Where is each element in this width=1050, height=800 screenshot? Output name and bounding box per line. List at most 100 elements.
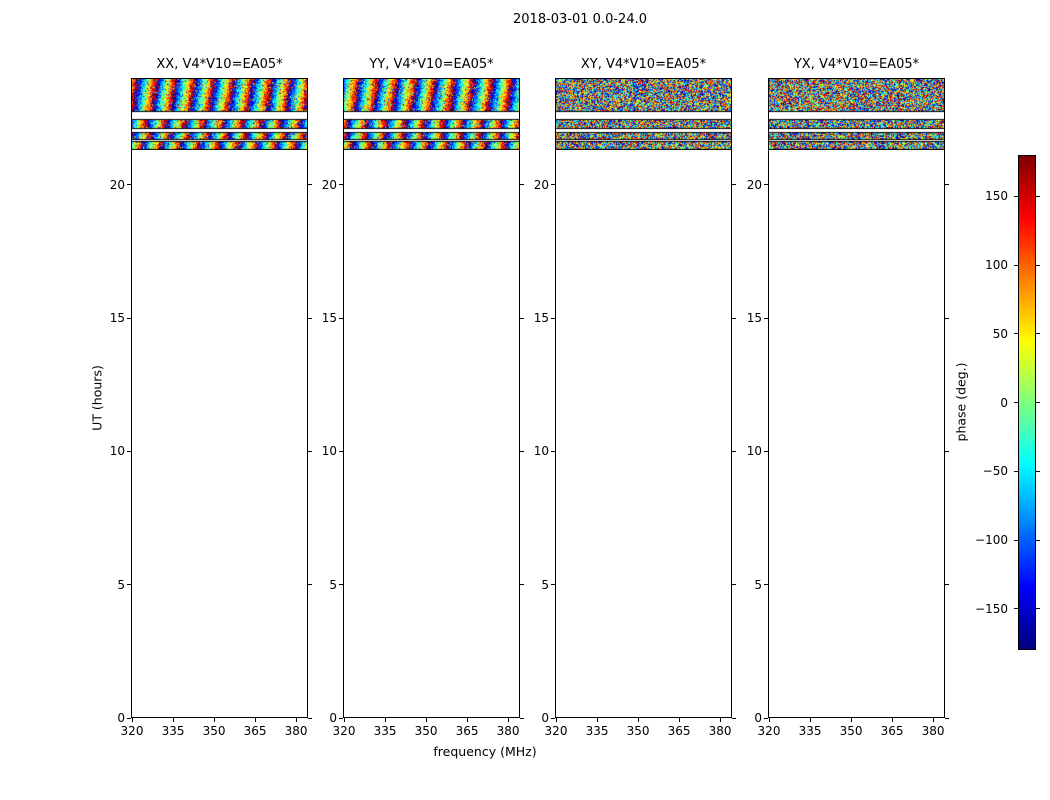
x-tick-mark — [426, 718, 427, 722]
y-tick-mark — [764, 184, 768, 185]
x-tick-mark — [810, 718, 811, 722]
y-tick-label: 20 — [720, 179, 762, 191]
x-tick-mark — [255, 718, 256, 722]
y-tick-mark — [127, 718, 131, 719]
colorbar-gradient — [1019, 156, 1035, 649]
phase-heatmap-xy — [556, 79, 731, 150]
x-tick-mark — [933, 718, 934, 722]
y-tick-mark — [127, 451, 131, 452]
colorbar-tick-mark — [1014, 265, 1018, 266]
colorbar-tick-label: 150 — [964, 190, 1008, 202]
y-tick-label: 5 — [720, 579, 762, 591]
colorbar-tick-label: 50 — [964, 328, 1008, 340]
x-tick-label: 350 — [406, 725, 446, 737]
x-axis-label: frequency (MHz) — [385, 744, 585, 759]
colorbar-tick-mark — [1036, 540, 1040, 541]
y-tick-label: 10 — [295, 445, 337, 457]
x-tick-mark — [638, 718, 639, 722]
subplot-yy-plot-area — [343, 78, 520, 718]
colorbar-tick-mark — [1014, 402, 1018, 403]
y-tick-mark — [127, 184, 131, 185]
x-tick-label: 380 — [488, 725, 528, 737]
y-tick-mark — [945, 584, 949, 585]
x-tick-mark — [851, 718, 852, 722]
x-tick-label: 320 — [749, 725, 789, 737]
x-tick-mark — [597, 718, 598, 722]
x-tick-mark — [385, 718, 386, 722]
x-tick-label: 320 — [112, 725, 152, 737]
y-tick-label: 10 — [720, 445, 762, 457]
y-tick-mark — [945, 451, 949, 452]
y-tick-label: 5 — [507, 579, 549, 591]
subplot-xy-plot-area — [555, 78, 732, 718]
colorbar-tick-mark — [1014, 540, 1018, 541]
subplot-yx-plot-area — [768, 78, 945, 718]
colorbar-tick-label: 0 — [964, 397, 1008, 409]
colorbar-tick-mark — [1036, 265, 1040, 266]
x-tick-label: 350 — [618, 725, 658, 737]
subplot-title-xy: XY, V4*V10=EA05* — [555, 57, 732, 72]
y-tick-label: 5 — [83, 579, 125, 591]
colorbar-tick-mark — [1014, 333, 1018, 334]
colorbar-tick-label: −50 — [964, 465, 1008, 477]
x-tick-mark — [467, 718, 468, 722]
y-tick-label: 20 — [507, 179, 549, 191]
y-tick-mark — [945, 718, 949, 719]
y-tick-mark — [945, 184, 949, 185]
colorbar-tick-mark — [1014, 471, 1018, 472]
colorbar-tick-mark — [1036, 608, 1040, 609]
y-tick-mark — [127, 318, 131, 319]
x-tick-label: 380 — [700, 725, 740, 737]
x-tick-mark — [679, 718, 680, 722]
y-tick-label: 0 — [83, 712, 125, 724]
y-tick-label: 15 — [83, 312, 125, 324]
x-tick-mark — [214, 718, 215, 722]
colorbar-tick-mark — [1036, 402, 1040, 403]
x-tick-label: 380 — [913, 725, 953, 737]
y-tick-mark — [764, 318, 768, 319]
y-tick-mark — [339, 184, 343, 185]
x-tick-label: 320 — [536, 725, 576, 737]
x-tick-label: 350 — [831, 725, 871, 737]
colorbar-tick-mark — [1036, 333, 1040, 334]
y-tick-mark — [339, 584, 343, 585]
y-tick-mark — [127, 584, 131, 585]
x-tick-label: 335 — [577, 725, 617, 737]
subplot-title-xx: XX, V4*V10=EA05* — [131, 57, 308, 72]
colorbar-tick-mark — [1036, 471, 1040, 472]
x-tick-mark — [344, 718, 345, 722]
x-tick-mark — [892, 718, 893, 722]
colorbar-tick-mark — [1036, 196, 1040, 197]
x-tick-mark — [173, 718, 174, 722]
x-tick-label: 365 — [872, 725, 912, 737]
y-tick-mark — [551, 451, 555, 452]
x-tick-label: 365 — [235, 725, 275, 737]
y-tick-mark — [551, 584, 555, 585]
x-tick-label: 365 — [659, 725, 699, 737]
y-axis-label: UT (hours) — [90, 365, 105, 431]
subplot-xx-plot-area — [131, 78, 308, 718]
phase-heatmap-yx — [769, 79, 944, 150]
phase-heatmap-yy — [344, 79, 519, 150]
colorbar-tick-mark — [1014, 196, 1018, 197]
y-tick-mark — [764, 718, 768, 719]
colorbar-tick-mark — [1014, 608, 1018, 609]
y-tick-mark — [551, 718, 555, 719]
y-tick-label: 0 — [720, 712, 762, 724]
y-tick-label: 15 — [720, 312, 762, 324]
y-tick-mark — [551, 318, 555, 319]
phase-heatmap-xx — [132, 79, 307, 150]
y-tick-mark — [339, 451, 343, 452]
colorbar-tick-label: −150 — [964, 603, 1008, 615]
colorbar — [1018, 155, 1036, 650]
x-tick-label: 335 — [365, 725, 405, 737]
subplot-title-yy: YY, V4*V10=EA05* — [343, 57, 520, 72]
y-tick-mark — [339, 318, 343, 319]
y-tick-label: 10 — [507, 445, 549, 457]
x-tick-label: 335 — [153, 725, 193, 737]
y-tick-label: 20 — [83, 179, 125, 191]
colorbar-tick-label: −100 — [964, 534, 1008, 546]
y-tick-label: 5 — [295, 579, 337, 591]
y-tick-label: 15 — [507, 312, 549, 324]
y-tick-label: 10 — [83, 445, 125, 457]
